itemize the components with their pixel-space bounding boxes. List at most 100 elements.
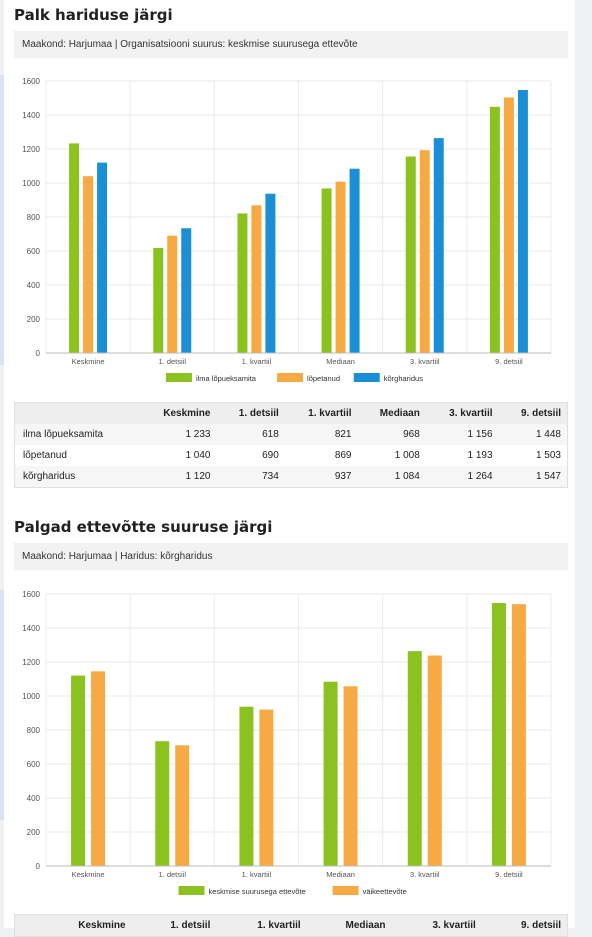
bar-kõrgharidus [433,138,444,353]
bar-lõpetanud [335,181,346,353]
filter-summary: Maakond: Harjumaa | Organisatsiooni suur… [14,31,568,58]
table-header-cell: 3. kvartiil [391,914,482,937]
bar-kõrgharidus [181,228,192,353]
table-cell: 1 084 [357,466,426,488]
y-tick-label: 1400 [22,624,40,633]
legend-swatch [178,886,205,895]
education-salary-table: Keskmine 1. detsiil 1. kvartiil Mediaan … [14,402,568,488]
y-tick-label: 1000 [22,692,40,701]
bar-kõrgharidus [349,168,360,353]
y-tick-label: 0 [36,862,41,871]
x-tick-label: 9. detsiil [495,870,523,879]
legend-label: kõrgharidus [384,374,423,383]
section-title: Palk hariduse järgi [14,6,173,24]
bar-keskmise-suurusega-ettevõte [407,651,422,866]
table-row-label: lõpetanud [23,450,67,461]
table-cell: 734 [216,466,285,488]
table-cell: 968 [357,424,426,445]
table-header-cell [14,402,139,424]
table-row: ilma lõpueksamita 1 233 618 821 968 1 15… [14,424,568,445]
table-cell: 1 233 [138,424,217,445]
bar-väikeettevõte [427,655,442,866]
table-header-cell: 9. detsiil [481,914,568,937]
table-cell: 1 448 [498,424,568,445]
y-tick-label: 800 [27,726,41,735]
filter-summary: Maakond: Harjumaa | Haridus: kõrgharidus [14,543,568,570]
education-salary-section: Palk hariduse järgi Maakond: Harjumaa | … [4,0,575,500]
table-row: kõrgharidus 1 120 734 937 1 084 1 264 1 … [14,466,568,488]
company-size-salary-chart: 0 200 400 600 800 1000 1200 1400 1600 Keskmine 1. … [22,590,552,896]
bar-keskmise-suurusega-ettevõte [71,675,86,866]
table-cell: 1 264 [425,466,499,488]
bar-ilma-lõpueksamita [405,156,416,353]
bar-väikeettevõte [91,671,106,866]
table-header-cell: Mediaan [306,914,392,937]
legend-label: keskmise suurusega ettevõte [209,887,306,896]
y-tick-label: 400 [27,281,41,290]
bar-kõrgharidus [265,193,276,353]
table-cell: 869 [334,450,352,461]
table-header-cell: 1. kvartiil [216,914,307,937]
bar-lõpetanud [83,176,94,353]
company-size-salary-table: Keskmine 1. detsiil 1. kvartiil Mediaan … [14,914,568,937]
y-tick-label: 1200 [22,658,40,667]
table-header-cell: 1. kvartiil [284,402,358,424]
x-tick-label: 1. kvartiil [242,870,272,879]
table-cell: 1 040 [185,450,211,461]
legend-swatch [353,373,380,382]
table-header-cell: 1. detsiil [131,914,217,937]
legend-label: lõpetanud [307,374,340,383]
y-tick-label: 600 [27,760,41,769]
table-cell: 1 503 [535,450,561,461]
table-header-cell: 9. detsiil [498,402,568,424]
bar-keskmise-suurusega-ettevõte [155,741,170,866]
x-tick-label: Mediaan [326,870,355,879]
y-tick-label: 200 [27,315,41,324]
table-cell: 937 [284,466,358,488]
x-tick-label: Mediaan [326,357,355,366]
table-header-cell: 3. kvartiil [425,402,499,424]
education-salary-chart: 0 200 400 600 800 1000 1200 1400 1600 Keskmine 1. … [22,77,552,383]
bar-kõrgharidus [517,90,528,353]
x-tick-label: Keskmine [72,357,105,366]
table-cell: 1 120 [138,466,217,488]
y-tick-label: 400 [27,794,41,803]
x-tick-label: 1. detsiil [158,870,186,879]
content-panel: Palk hariduse järgi Maakond: Harjumaa | … [4,0,575,937]
bar-ilma-lõpueksamita [69,143,80,353]
bar-lõpetanud [251,205,262,353]
table-row-label: ilma lõpueksamita [14,424,139,445]
left-edge-strip-lower [0,590,4,820]
legend-label: ilma lõpueksamita [196,374,257,383]
table-cell: 1 008 [394,450,420,461]
bar-kõrgharidus [97,162,108,353]
table-row-label: kõrgharidus [14,466,139,488]
table-cell: 1 156 [425,424,499,445]
y-tick-label: 800 [27,213,41,222]
y-tick-label: 1200 [22,145,40,154]
table-header-row: Keskmine 1. detsiil 1. kvartiil Mediaan … [14,402,568,424]
x-tick-label: 3. kvartiil [410,870,440,879]
bar-ilma-lõpueksamita [321,188,332,353]
y-tick-label: 1000 [22,179,40,188]
left-edge-strip [0,75,4,365]
bar-väikeettevõte [175,745,190,866]
table-header-cell: Mediaan [357,402,426,424]
section-title: Palgad ettevõtte suuruse järgi [14,518,273,536]
table-cell: 1 193 [467,450,493,461]
bar-ilma-lõpueksamita [153,247,164,353]
table-cell: 690 [262,450,279,461]
table-cell: 1 547 [498,466,568,488]
bar-ilma-lõpueksamita [489,106,500,353]
table-header-cell: Keskmine [138,402,217,424]
bar-keskmise-suurusega-ettevõte [491,603,506,866]
table-header-cell: Keskmine [34,914,132,937]
x-tick-label: Keskmine [72,870,105,879]
y-tick-label: 1600 [22,77,40,86]
bar-väikeettevõte [511,604,526,866]
bar-väikeettevõte [343,686,358,866]
legend-swatch [332,886,359,895]
x-tick-label: 1. detsiil [158,357,186,366]
x-tick-label: 1. kvartiil [242,357,272,366]
table-header-cell: 1. detsiil [216,402,285,424]
